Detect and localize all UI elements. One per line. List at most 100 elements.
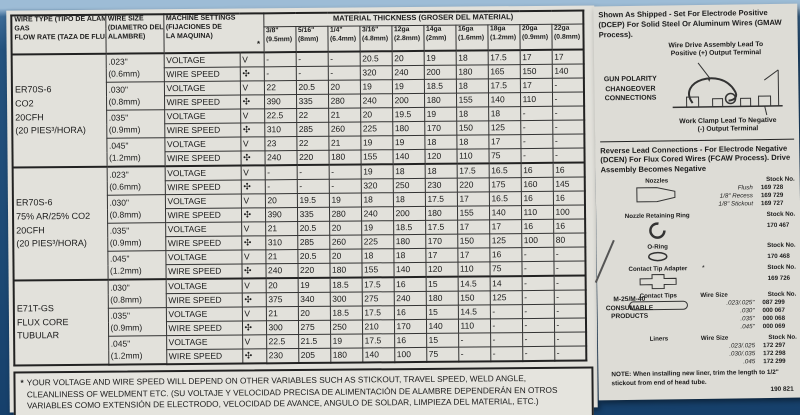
setting-value-cell: 22 [296,108,329,123]
setting-value-cell: 17 [519,78,552,93]
voltage-row-label: VOLTAGE [163,52,240,68]
setting-value-cell: 150 [457,233,490,249]
setting-value-cell: - [554,346,587,361]
setting-value-cell: 21 [265,221,298,236]
setting-value-cell: 320 [359,65,392,80]
setting-value-cell: 16 [393,276,426,292]
contact-tips-row: Contact Tips Wire Size Stock No. .023/.0… [616,290,797,333]
voltage-unit-cell: V [239,52,264,68]
wire-size-header-line: ALAMBRE) [107,32,146,41]
setting-value-cell: 240 [360,206,394,221]
wire-size-header: Wire Size [700,291,728,299]
setting-value-cell: 16 [552,191,585,206]
o-ring-icon [648,251,668,262]
tip-adapter-icon [639,273,677,289]
setting-value-cell: 16 [393,305,426,320]
setting-value-cell: 240 [391,65,424,80]
wire-size-cell: .030" (0.8mm) [106,194,166,224]
setting-value-cell: 110 [456,148,489,164]
setting-value-cell: 14.5 [457,276,490,292]
setting-value-cell: - [552,134,585,149]
setting-value-cell: 16 [520,191,553,206]
setting-value-cell: - [521,318,555,333]
tip-adapter-stock: 169 726 [767,274,791,283]
setting-value-cell: 250 [392,178,425,193]
setting-value-cell: 17 [457,247,490,263]
setting-value-cell: 110 [519,92,553,107]
setting-value-cell: - [520,134,553,149]
setting-value-cell: 17 [425,248,458,263]
setting-value-cell: - [521,290,554,305]
polarity-connections-diagram [672,62,783,115]
setting-value-cell: 20 [264,193,297,208]
setting-value-cell: 21 [328,107,361,123]
setting-value-cell: - [328,164,361,180]
setting-value-cell: 240 [393,291,426,306]
setting-value-cell: 20 [360,107,393,122]
setting-value-cell: - [458,346,491,362]
setting-value-cell: 18.5 [393,220,426,235]
setting-value-cell: 14 [489,276,522,291]
setting-value-cell: - [295,66,328,81]
setting-value-cell: 220 [296,150,329,166]
wire-size-cell: .045" (1.2mm) [108,335,167,365]
thickness-col-header: 12ga (2.8mm) [391,25,424,52]
setting-value-cell: - [553,261,586,276]
wire-size-cell: .045" (1.2mm) [106,137,165,167]
section-divider [600,138,795,142]
setting-value-cell: - [552,148,585,163]
setting-value-cell: 285 [296,122,329,137]
setting-value-cell: 180 [330,347,363,363]
setting-value-cell: - [521,247,554,262]
setting-value-cell: 100 [394,347,427,363]
setting-value-cell: 140 [551,64,584,79]
setting-value-cell: 230 [424,178,457,193]
setting-value-cell: 16 [394,333,427,348]
setting-value-cell: - [489,318,523,333]
setting-value-cell: 300 [329,291,362,307]
voltage-unit-cell: V [239,80,265,96]
setting-value-cell: 15 [425,276,458,292]
setting-value-cell: 19 [297,277,330,293]
setting-value-cell: 17.5 [456,163,489,179]
setting-value-cell: 160 [520,177,553,192]
retaining-ring-row: Nozzle Retaining Ring Stock No. 170 467 [615,211,795,241]
setting-value-cell: 110 [457,318,491,334]
liner-stock-rows: .023/.025 172 297.030/.035 172 298.045 172 … [701,341,797,367]
setting-value-cell: 250 [329,319,363,335]
setting-value-cell: 150 [519,64,552,79]
setting-value-cell: 18 [360,192,393,207]
setting-value-cell: 22 [296,136,329,151]
setting-value-cell: - [264,179,297,194]
setting-value-cell: - [490,346,523,362]
setting-value-cell: 18 [392,163,425,179]
voltage-row-label: VOLTAGE [163,81,241,96]
setting-value-cell: 175 [488,177,521,192]
wire-speed-row-label: WIRE SPEED [164,208,242,223]
setting-value-cell: 260 [328,121,361,137]
setting-value-cell: 260 [329,234,362,250]
thickness-col-header: 16ga (1.6mm) [455,24,488,51]
setting-value-cell: 155 [360,149,393,165]
stock-no-header: Stock No. [767,241,796,249]
thickness-col-header: 14ga (2mm) [423,25,456,51]
voltage-row-label: VOLTAGE [166,335,243,350]
settings-table: WIRE TYPE (TIPO DE ALAMBRE) GAS FLOW RAT… [10,9,588,367]
setting-value-cell: 19 [392,135,425,150]
wire-size-cell: .023" (0.6mm) [106,166,165,196]
setting-value-cell: - [520,106,553,121]
setting-value-cell: 110 [520,205,554,220]
wire-speed-row-label: WIRE SPEED [164,95,241,110]
setting-value-cell: - [554,332,587,347]
setting-value-cell: 180 [425,291,458,306]
setting-value-cell: - [553,304,586,319]
setting-value-cell: 220 [297,263,330,279]
setting-value-cell: 340 [297,292,330,307]
setting-value-cell: 16 [489,247,522,262]
setting-value-cell: 180 [455,64,488,80]
setting-value-cell: 18 [361,248,394,263]
wire-type-cell: ER70S-6 CO2 20CFH (20 PIES³/HORA) [11,53,107,168]
setting-value-cell: 19 [360,164,393,179]
setting-value-cell: 18 [456,106,489,122]
wire-speed-row-label: WIRE SPEED [164,123,241,138]
